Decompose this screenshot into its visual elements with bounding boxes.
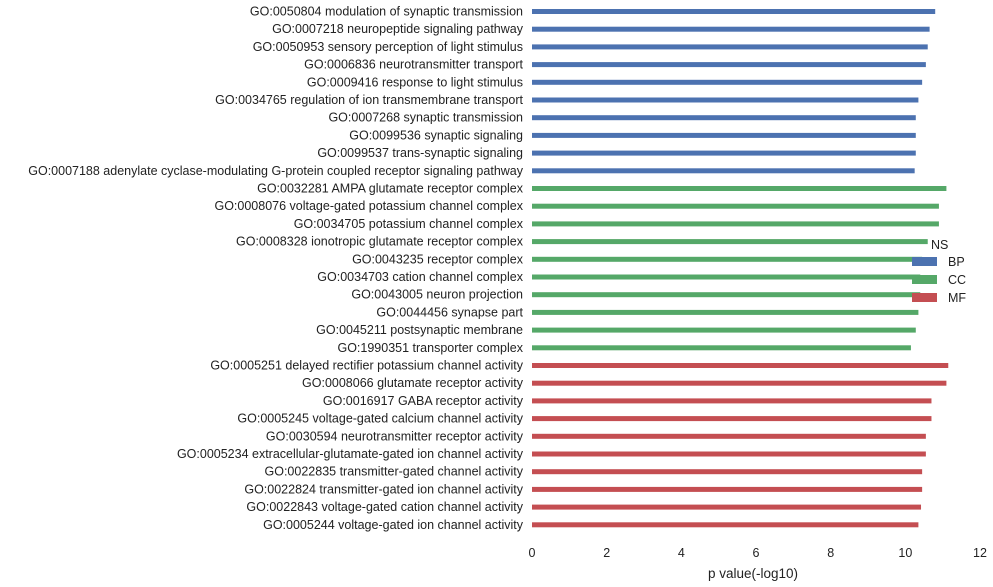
bar-16: [532, 274, 921, 280]
legend-swatch-mf: [912, 293, 937, 302]
legend-title: NS: [931, 238, 948, 252]
bar-1: [532, 9, 936, 14]
bar-11: [532, 186, 947, 191]
category-label-10: GO:0007188 adenylate cyclase-modulating …: [28, 164, 523, 178]
x-tick-label-12: 12: [973, 546, 987, 560]
bar-24: [532, 416, 932, 422]
category-label-17: GO:0043005 neuron projection: [351, 288, 523, 302]
bar-12: [532, 203, 939, 209]
legend-swatch-bp: [912, 257, 937, 266]
bar-10: [532, 168, 915, 174]
category-label-25: GO:0030594 neurotransmitter receptor act…: [266, 429, 524, 443]
category-label-8: GO:0099536 synaptic signaling: [349, 128, 523, 142]
bar-18: [532, 309, 919, 315]
category-label-14: GO:0008328 ionotropic glutamate receptor…: [236, 235, 524, 249]
x-axis: 0 2 4 6 8 10 12: [529, 546, 987, 560]
bar-22: [532, 380, 947, 386]
category-label-26: GO:0005234 extracellular-glutamate-gated…: [177, 447, 524, 461]
category-label-3: GO:0050953 sensory perception of light s…: [253, 40, 523, 54]
bar-7: [532, 115, 916, 121]
category-label-24: GO:0005245 voltage-gated calcium channel…: [237, 412, 523, 426]
category-label-4: GO:0006836 neurotransmitter transport: [304, 58, 523, 72]
category-label-16: GO:0034703 cation channel complex: [317, 270, 523, 284]
x-axis-title: p value(-log10): [708, 566, 798, 581]
x-tick-label-2: 2: [603, 546, 610, 560]
category-label-30: GO:0005244 voltage-gated ion channel act…: [263, 518, 524, 532]
legend-label-mf: MF: [948, 291, 966, 305]
bar-21: [532, 363, 949, 368]
category-label-29: GO:0022843 voltage-gated cation channel …: [246, 500, 523, 514]
bar-9: [532, 150, 916, 156]
legend-swatch-cc: [912, 275, 937, 284]
category-labels: GO:0050804 modulation of synaptic transm…: [28, 5, 523, 532]
category-label-12: GO:0008076 voltage-gated potassium chann…: [214, 199, 523, 213]
bar-29: [532, 504, 922, 510]
bar-8: [532, 132, 916, 138]
x-tick-label-8: 8: [827, 546, 834, 560]
bar-3: [532, 44, 928, 50]
category-label-21: GO:0005251 delayed rectifier potassium c…: [210, 359, 523, 373]
category-label-5: GO:0009416 response to light stimulus: [307, 75, 523, 89]
category-label-18: GO:0044456 synapse part: [376, 305, 523, 319]
x-tick-label-0: 0: [529, 546, 536, 560]
category-label-20: GO:1990351 transporter complex: [337, 341, 523, 355]
legend: NS BP CC MF: [912, 238, 966, 305]
category-label-23: GO:0016917 GABA receptor activity: [323, 394, 524, 408]
x-tick-label-4: 4: [678, 546, 685, 560]
bar-25: [532, 433, 926, 439]
legend-label-bp: BP: [948, 255, 965, 269]
bar-23: [532, 398, 932, 404]
category-label-19: GO:0045211 postsynaptic membrane: [316, 323, 523, 337]
bar-19: [532, 327, 916, 333]
x-tick-label-10: 10: [898, 546, 912, 560]
x-tick-label-6: 6: [753, 546, 760, 560]
category-label-13: GO:0034705 potassium channel complex: [294, 217, 524, 231]
category-label-27: GO:0022835 transmitter-gated channel act…: [265, 465, 524, 479]
category-label-2: GO:0007218 neuropeptide signaling pathwa…: [272, 22, 524, 36]
category-label-15: GO:0043235 receptor complex: [352, 252, 524, 266]
legend-label-cc: CC: [948, 273, 966, 287]
bar-17: [532, 292, 921, 298]
bar-26: [532, 451, 926, 457]
category-label-11: GO:0032281 AMPA glutamate receptor compl…: [257, 182, 524, 196]
category-label-22: GO:0008066 glutamate receptor activity: [302, 376, 524, 390]
bar-27: [532, 469, 923, 475]
bar-13: [532, 221, 939, 227]
bar-4: [532, 62, 926, 68]
bar-15: [532, 256, 923, 262]
bar-28: [532, 486, 923, 492]
bar-14: [532, 239, 928, 245]
bar-30: [532, 522, 919, 528]
category-label-1: GO:0050804 modulation of synaptic transm…: [250, 5, 523, 19]
category-label-9: GO:0099537 trans-synaptic signaling: [317, 146, 523, 160]
bars: [532, 9, 949, 528]
category-label-28: GO:0022824 transmitter-gated ion channel…: [244, 482, 523, 496]
category-label-6: GO:0034765 regulation of ion transmembra…: [215, 93, 523, 107]
category-label-7: GO:0007268 synaptic transmission: [328, 111, 523, 125]
bar-20: [532, 345, 911, 351]
bar-6: [532, 97, 919, 103]
bar-5: [532, 79, 923, 85]
bar-2: [532, 26, 930, 32]
